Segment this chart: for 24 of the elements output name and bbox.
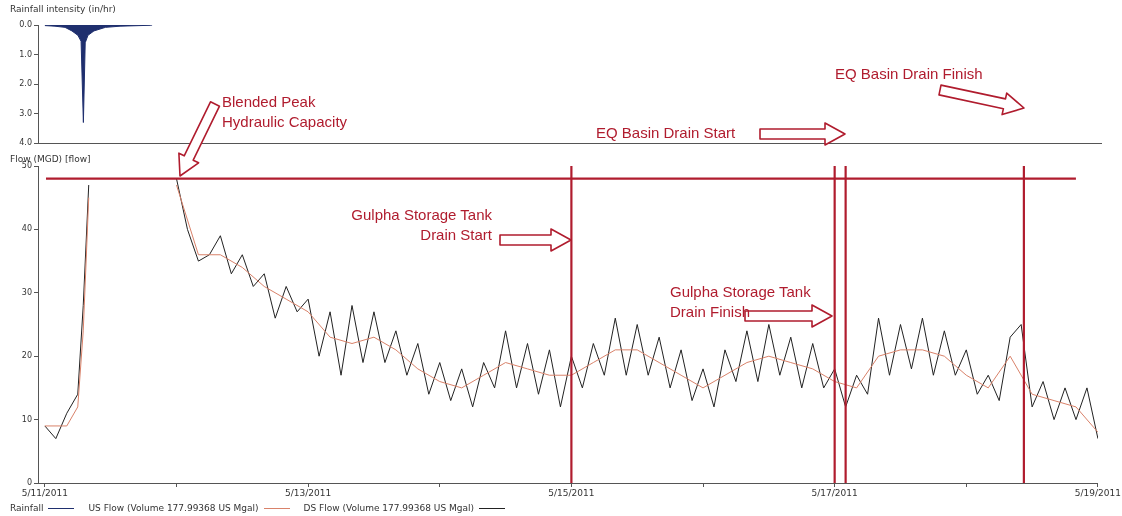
y-axis-title: Rainfall intensity (in/hr) [10,4,116,14]
y-tick-label: 30 [21,287,32,297]
x-tick-label: 5/19/2011 [1074,487,1121,498]
legend-label: US Flow (Volume 177.99368 US Mgal) [88,503,259,513]
y-tick-label: 2.0 [19,79,32,89]
ref-line-label: EQ Basin Drain Start [596,123,737,143]
x-tick-label: 5/11/2011 [21,487,68,498]
y-tick-label: 0.0 [19,20,32,30]
x-tick-label: 5/13/2011 [285,487,332,498]
legend-label: DS Flow (Volume 177.99368 US Mgal) [303,503,475,513]
y-tick-label: 10 [21,414,32,424]
y-tick-label: 0 [26,478,32,488]
ref-line-label: EQ Basin Drain Finish [835,64,984,84]
ref-line-label: Gulpha Storage Tank Drain Finish [670,282,812,322]
y-tick-label: 4.0 [19,138,32,148]
y-tick-label: 40 [21,224,32,234]
y-tick-label: 20 [21,351,32,361]
legend-label: Rainfall [10,503,44,513]
y-tick-label: 3.0 [19,108,32,118]
ref-line-label: Gulpha Storage Tank Drain Start [350,205,492,245]
y-tick-label: 1.0 [19,49,32,59]
x-tick-label: 5/17/2011 [811,487,858,498]
x-tick-label: 5/15/2011 [548,487,595,498]
ref-line-label: Blended Peak Hydraulic Capacity [222,92,349,132]
